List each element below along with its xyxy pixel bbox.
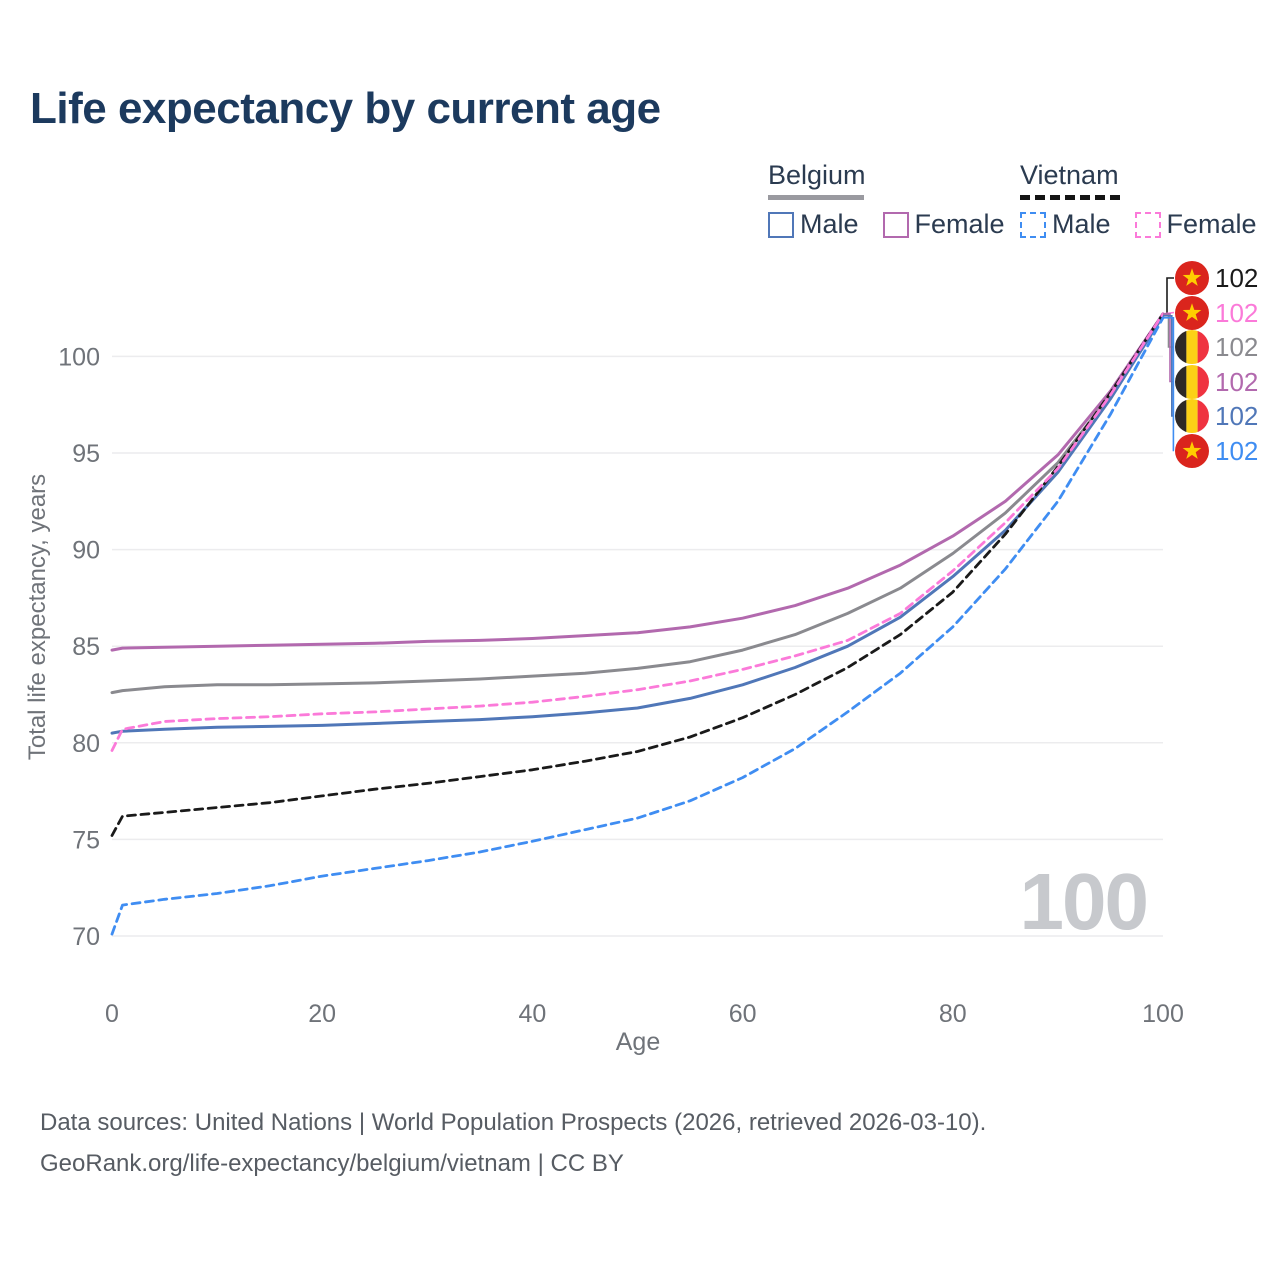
- end-label-value: 102: [1215, 435, 1259, 466]
- legend-item-belgium-male[interactable]: Male: [768, 209, 859, 240]
- x-tick-label: 80: [939, 1000, 967, 1028]
- x-tick-label: 40: [518, 1000, 546, 1028]
- x-tick-label: 0: [105, 1000, 119, 1028]
- legend-header-vietnam: Vietnam: [1020, 160, 1119, 190]
- series-line-belgium_total[interactable]: [110, 312, 1165, 695]
- end-label-value: 102: [1215, 263, 1259, 293]
- y-tick-label: 85: [72, 633, 100, 661]
- y-tick-label: 95: [72, 440, 100, 468]
- end-label-leader-line: [1163, 317, 1175, 452]
- x-tick-label: 60: [729, 1000, 757, 1028]
- legend-header-belgium: Belgium: [768, 160, 866, 190]
- y-tick-label: 90: [72, 537, 100, 565]
- legend-item-vietnam-male[interactable]: Male: [1020, 209, 1111, 240]
- vietnam-flag-icon: [1175, 295, 1209, 330]
- end-label-belgium_total: 102: [1175, 330, 1258, 364]
- legend-item-label: Male: [800, 209, 859, 239]
- end-label-value: 102: [1215, 366, 1259, 397]
- end-label-value: 102: [1215, 332, 1259, 362]
- x-tick-label: 100: [1142, 1000, 1184, 1028]
- vietnam-flag-icon: [1175, 433, 1209, 468]
- legend-item-belgium-female[interactable]: Female: [882, 209, 1005, 240]
- y-tick-label: 100: [58, 343, 100, 371]
- belgium-flag-icon: [1175, 330, 1209, 364]
- end-label-leader-line: [1163, 277, 1174, 315]
- x-axis-title: Age: [615, 1028, 661, 1056]
- legend-underline-belgium-solid: [768, 195, 864, 200]
- legend-item-label: Female: [914, 209, 1005, 239]
- page-title: Life expectancy by current age: [30, 84, 661, 133]
- series-line-vietnam_male[interactable]: [110, 316, 1165, 936]
- footer: Data sources: United Nations | World Pop…: [40, 1102, 986, 1184]
- legend-group-vietnam: Vietnam Male Female: [1020, 160, 1257, 240]
- footer-attribution-line: GeoRank.org/life-expectancy/belgium/viet…: [40, 1150, 624, 1177]
- vietnam-flag-icon: [1175, 261, 1209, 295]
- end-label-value: 102: [1215, 297, 1259, 328]
- belgium-flag-icon: [1175, 399, 1209, 433]
- end-label-value: 102: [1215, 401, 1259, 431]
- age-counter-watermark: 100: [1019, 857, 1149, 946]
- y-axis-title: Total life expectancy, years: [24, 473, 51, 761]
- legend-underline-vietnam-dashed: [1020, 195, 1120, 200]
- end-label-vietnam_female: 102: [1175, 295, 1259, 330]
- legend-item-label: Female: [1166, 209, 1257, 239]
- series-line-vietnam_total[interactable]: [110, 312, 1165, 837]
- end-label-vietnam_total: 102: [1175, 261, 1258, 295]
- belgium-female-swatch-icon: [882, 211, 909, 238]
- legend-item-vietnam-female[interactable]: Female: [1134, 209, 1257, 240]
- end-label-belgium_male: 102: [1175, 399, 1258, 433]
- legend-group-belgium: Belgium Male Female: [768, 160, 1005, 240]
- end-label-vietnam_male: 102: [1175, 433, 1259, 468]
- belgium-male-swatch-icon: [768, 211, 794, 238]
- series-line-belgium_male[interactable]: [110, 314, 1165, 735]
- legend-item-label: Male: [1052, 209, 1111, 239]
- end-label-belgium_female: 102: [1175, 364, 1259, 399]
- footer-sources-line: Data sources: United Nations | World Pop…: [40, 1109, 987, 1136]
- y-tick-label: 70: [72, 923, 100, 951]
- y-tick-label: 80: [72, 730, 100, 758]
- series-line-belgium_female[interactable]: [110, 312, 1165, 652]
- belgium-flag-icon: [1175, 364, 1209, 399]
- series-line-vietnam_female[interactable]: [110, 312, 1165, 752]
- y-tick-label: 75: [72, 826, 100, 854]
- vietnam-female-swatch-icon: [1134, 211, 1161, 238]
- x-tick-label: 20: [308, 1000, 336, 1028]
- vietnam-male-swatch-icon: [1020, 211, 1046, 238]
